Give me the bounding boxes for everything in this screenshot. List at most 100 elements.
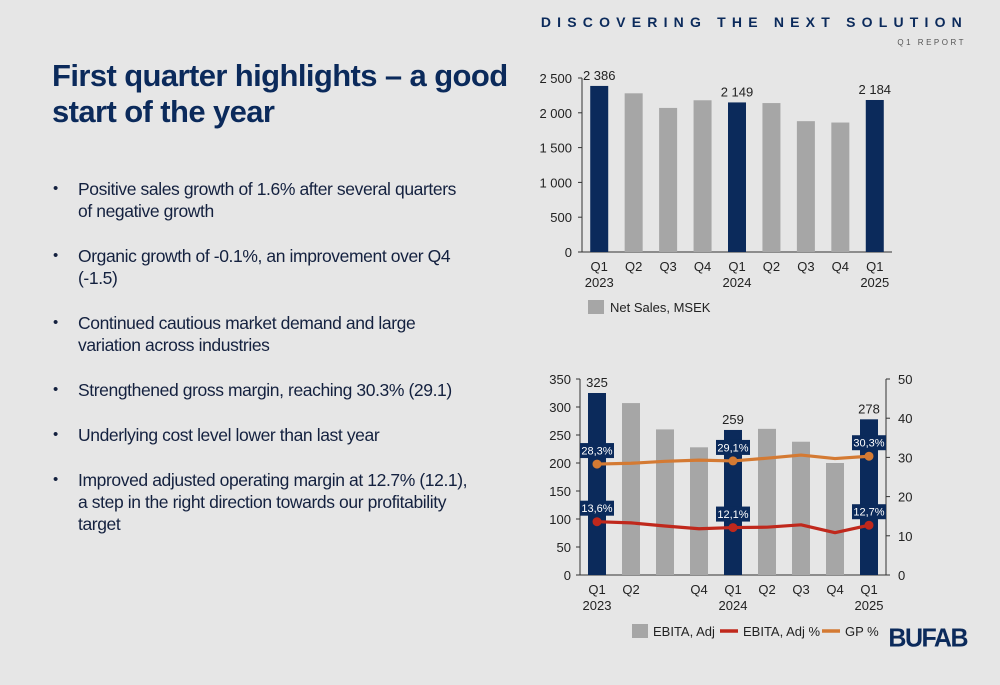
bar <box>724 429 742 575</box>
bar <box>728 102 746 253</box>
x-tick-label: Q1 <box>860 582 877 597</box>
y-tick-label: 250 <box>549 428 571 443</box>
point-label: 13,6% <box>581 503 612 515</box>
legend-label: EBITA, Adj % <box>743 624 821 639</box>
y-tick-label: 1 500 <box>539 141 572 156</box>
bar <box>656 429 674 575</box>
legend-label: EBITA, Adj <box>653 624 715 639</box>
x-tick-label: Q2 <box>758 582 775 597</box>
x-tick-label: 2025 <box>860 275 889 290</box>
line-point <box>728 456 738 466</box>
point-label-bg <box>580 500 614 516</box>
bar <box>826 463 844 575</box>
x-tick-label: Q1 <box>591 259 608 274</box>
line-point <box>592 459 602 469</box>
highlights-list: Positive sales growth of 1.6% after seve… <box>52 178 472 558</box>
header-tagline: DISCOVERING THE NEXT SOLUTION <box>540 14 968 30</box>
bar <box>831 122 850 252</box>
data-label: 278 <box>858 401 880 416</box>
bar <box>762 103 781 252</box>
point-label: 12,7% <box>853 507 884 519</box>
x-tick-label: 2023 <box>583 598 612 613</box>
y-tick-label: 200 <box>549 456 571 471</box>
bar <box>860 419 878 575</box>
y-tick-label: 2 500 <box>539 71 572 86</box>
x-tick-label: 2023 <box>585 275 614 290</box>
y-tick-label: 150 <box>549 484 571 499</box>
data-label: 259 <box>722 412 744 427</box>
bar <box>865 99 884 253</box>
bar <box>792 441 810 575</box>
y2-tick-label: 20 <box>898 490 912 505</box>
data-label: 2 149 <box>721 84 754 99</box>
x-tick-label: Q4 <box>832 259 849 274</box>
line-point <box>728 523 738 533</box>
line-point <box>864 451 874 461</box>
x-tick-label: Q1 <box>866 259 883 274</box>
x-tick-label: Q2 <box>625 259 642 274</box>
y2-tick-label: 40 <box>898 411 912 426</box>
company-logo: BUFAB <box>888 623 968 653</box>
header-report-label: Q1 REPORT <box>897 38 966 47</box>
x-tick-label: Q4 <box>690 582 707 597</box>
data-label: 2 184 <box>859 82 892 97</box>
x-tick-label: Q3 <box>797 259 814 274</box>
y2-tick-label: 10 <box>898 529 912 544</box>
line-point <box>592 517 602 527</box>
bullet-item: Improved adjusted operating margin at 12… <box>52 469 472 535</box>
y-tick-label: 0 <box>565 245 572 260</box>
y-tick-label: 500 <box>550 210 572 225</box>
x-tick-label: Q3 <box>792 582 809 597</box>
x-tick-label: 2024 <box>723 275 752 290</box>
bullet-item: Continued cautious market demand and lar… <box>52 312 472 356</box>
page-title: First quarter highlights – a good start … <box>52 58 508 129</box>
y-tick-label: 350 <box>549 372 571 387</box>
point-label: 30,3% <box>853 438 884 450</box>
bullet-item: Strengthened gross margin, reaching 30.3… <box>52 379 472 401</box>
data-label: 325 <box>586 375 608 390</box>
x-tick-label: Q4 <box>826 582 843 597</box>
bar <box>659 107 678 252</box>
point-label-bg <box>716 506 750 522</box>
x-tick-label: Q4 <box>694 259 711 274</box>
bar <box>588 393 606 575</box>
bar <box>796 121 815 252</box>
x-tick-label: Q2 <box>763 259 780 274</box>
x-tick-label: 2025 <box>855 598 884 613</box>
point-label-bg <box>852 435 886 451</box>
legend-label: GP % <box>845 624 879 639</box>
y-tick-label: 0 <box>564 568 571 583</box>
legend-swatch <box>588 300 604 314</box>
point-label-bg <box>852 504 886 520</box>
y2-tick-label: 0 <box>898 568 905 583</box>
point-label: 28,3% <box>581 446 612 458</box>
point-label-bg <box>580 443 614 459</box>
bullet-item: Positive sales growth of 1.6% after seve… <box>52 178 472 222</box>
x-tick-label: Q1 <box>588 582 605 597</box>
legend-label: Net Sales, MSEK <box>610 300 711 315</box>
y-tick-label: 2 000 <box>539 106 572 121</box>
bar <box>690 447 708 575</box>
y-tick-label: 1 000 <box>539 175 572 190</box>
bar <box>590 85 609 252</box>
legend-swatch <box>632 624 648 638</box>
bar <box>622 403 640 575</box>
bullet-item: Underlying cost level lower than last ye… <box>52 424 472 446</box>
x-tick-label: Q3 <box>659 259 676 274</box>
data-label: 2 386 <box>583 68 616 83</box>
line-point <box>864 520 874 530</box>
x-tick-label: Q2 <box>622 582 639 597</box>
y-tick-label: 50 <box>557 540 571 555</box>
y2-tick-label: 30 <box>898 450 912 465</box>
x-tick-label: 2024 <box>719 598 748 613</box>
point-label: 29,1% <box>717 442 748 454</box>
x-tick-label: Q1 <box>724 582 741 597</box>
bar <box>624 93 643 252</box>
point-label: 12,1% <box>717 509 748 521</box>
y-tick-label: 100 <box>549 512 571 527</box>
bar <box>693 100 712 252</box>
point-label-bg <box>716 439 750 455</box>
bar <box>758 428 776 575</box>
